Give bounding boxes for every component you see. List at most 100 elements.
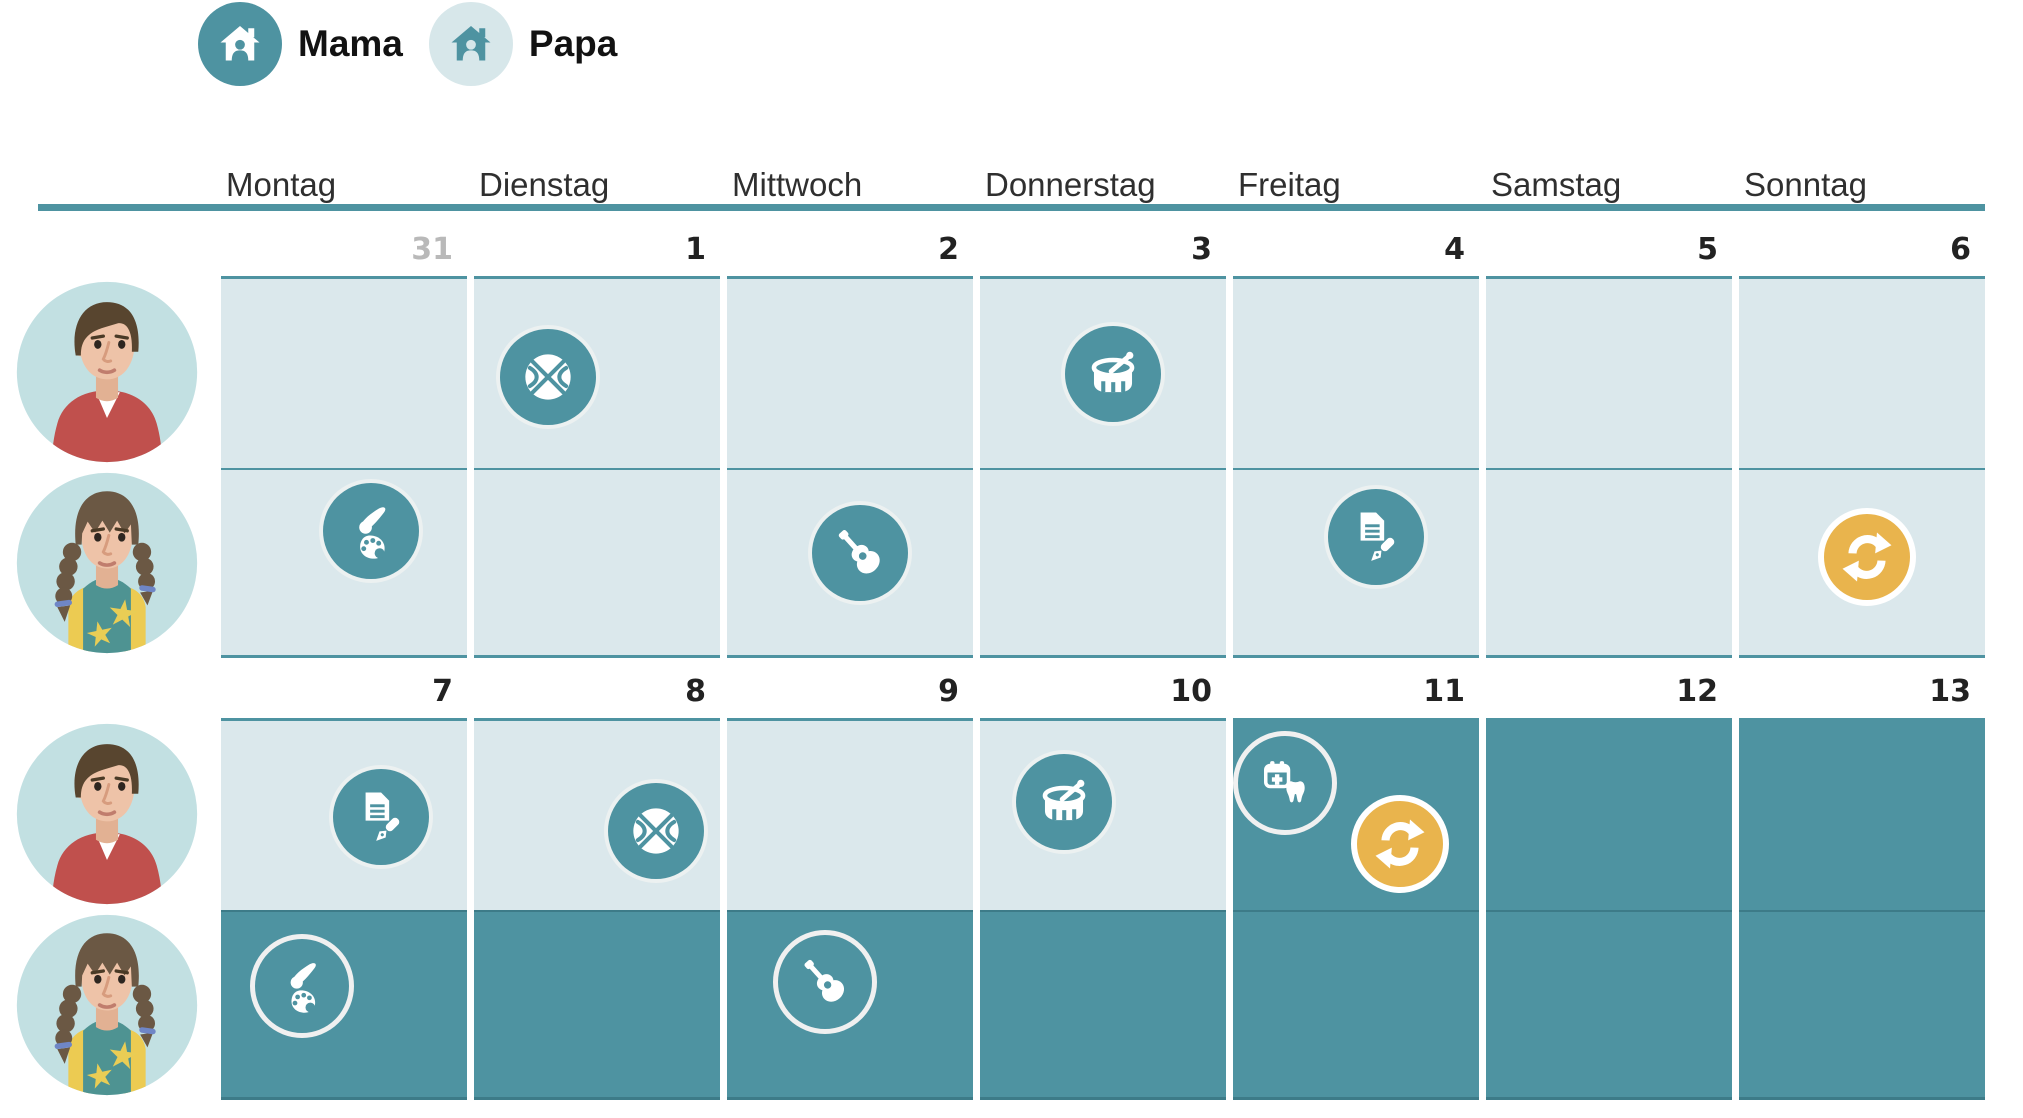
event-sync-icon[interactable] xyxy=(1351,794,1450,893)
calendar-cell-dienstag-boy-week-2[interactable] xyxy=(474,718,720,910)
date-number: 7 xyxy=(432,674,453,709)
document-pen-icon xyxy=(1360,512,1394,561)
header-divider xyxy=(38,204,1985,211)
calendar-cell-dienstag-girl-week-2[interactable] xyxy=(474,910,720,1100)
date-number: 8 xyxy=(685,674,706,709)
calendar-cell-freitag-boy-week-1[interactable] xyxy=(1233,276,1479,468)
event-dentist-icon[interactable] xyxy=(1232,731,1337,836)
legend-item-mama[interactable]: Mama xyxy=(198,2,403,86)
event-basketball-icon[interactable] xyxy=(499,329,596,426)
date-row-week-1: 31 1 2 3 4 5 6 xyxy=(0,211,1985,276)
calendar-cell-sonntag-boy-week-1[interactable] xyxy=(1739,276,1985,468)
day-header-row: Montag Dienstag Mittwoch Donnerstag Frei… xyxy=(0,164,1985,204)
home-person-icon xyxy=(198,2,282,86)
date-number: 9 xyxy=(938,674,959,709)
day-header-sonntag: Sonntag xyxy=(1744,166,1867,203)
calendar-cell-sonntag-boy-week-2[interactable] xyxy=(1739,718,1985,910)
day-header-donnerstag: Donnerstag xyxy=(985,166,1156,203)
member-row-boy-week-2 xyxy=(0,718,1985,910)
date-number: 4 xyxy=(1444,232,1465,267)
event-drum-icon[interactable] xyxy=(1064,325,1161,422)
girl-avatar: ★★ xyxy=(16,914,198,1096)
basketball-icon xyxy=(633,807,679,854)
date-number: 31 xyxy=(411,232,453,267)
paint-icon xyxy=(290,963,317,1013)
avatar-girl: ★ ★ xyxy=(0,468,214,658)
calendar-cell-montag-boy-week-1[interactable] xyxy=(221,276,467,468)
event-paint-icon[interactable] xyxy=(250,934,355,1038)
avatar-girl: ★ ★ xyxy=(0,910,214,1100)
calendar-cell-mittwoch-girl-week-2[interactable] xyxy=(727,910,973,1100)
event-homework-icon[interactable] xyxy=(332,769,429,866)
boy-avatar xyxy=(16,723,198,905)
calendar-cell-montag-boy-week-2[interactable] xyxy=(221,718,467,910)
drum-icon xyxy=(1042,780,1085,821)
calendar-cell-freitag-girl-week-1[interactable] xyxy=(1233,468,1479,658)
member-row-girl-week-2: ★ ★ xyxy=(0,910,1985,1100)
date-row-week-2: 7 8 9 10 11 12 13 xyxy=(0,658,1985,718)
day-header-mittwoch: Mittwoch xyxy=(732,166,863,203)
event-drum-icon[interactable] xyxy=(1015,754,1112,851)
sync-icon xyxy=(1842,532,1892,582)
dentist-appointment-icon xyxy=(1263,761,1305,803)
calendar-cell-mittwoch-boy-week-2[interactable] xyxy=(727,718,973,910)
guitar-icon xyxy=(838,530,880,574)
date-number: 2 xyxy=(938,232,959,267)
calendar-cell-donnerstag-boy-week-1[interactable] xyxy=(980,276,1226,468)
date-number: 12 xyxy=(1676,674,1718,709)
calendar-cell-samstag-girl-week-1[interactable] xyxy=(1486,468,1732,658)
document-pen-icon xyxy=(365,792,400,842)
calendar-cell-montag-girl-week-1[interactable] xyxy=(221,468,467,658)
legend-item-papa[interactable]: Papa xyxy=(428,2,618,86)
guitar-icon xyxy=(804,960,845,1003)
legend: Mama Papa xyxy=(198,2,617,86)
event-guitar-icon[interactable] xyxy=(773,930,878,1035)
paint-icon xyxy=(359,507,386,559)
event-homework-icon[interactable] xyxy=(1327,488,1424,585)
calendar-cell-mittwoch-boy-week-1[interactable] xyxy=(727,276,973,468)
calendar-cell-samstag-girl-week-2[interactable] xyxy=(1486,910,1732,1100)
date-number: 6 xyxy=(1950,232,1971,267)
legend-label-mama: Mama xyxy=(298,23,403,64)
girl-avatar: ★★ xyxy=(16,472,198,654)
calendar-cell-donnerstag-girl-week-2[interactable] xyxy=(980,910,1226,1100)
day-header-freitag: Freitag xyxy=(1238,166,1341,203)
event-sync-icon[interactable] xyxy=(1817,507,1916,606)
calendar-cell-montag-girl-week-2[interactable] xyxy=(221,910,467,1100)
event-basketball-icon[interactable] xyxy=(608,782,705,879)
basketball-icon xyxy=(525,354,571,400)
svg-text:★: ★ xyxy=(104,1032,143,1079)
member-row-boy-week-1 xyxy=(0,276,1985,468)
avatar-boy xyxy=(0,718,214,910)
svg-text:★: ★ xyxy=(104,590,143,637)
drum-icon xyxy=(1091,351,1135,392)
calendar-cell-samstag-boy-week-1[interactable] xyxy=(1486,276,1732,468)
home-person-icon xyxy=(428,2,513,86)
day-header-montag: Montag xyxy=(226,166,337,203)
calendar-cell-samstag-boy-week-2[interactable] xyxy=(1486,718,1732,910)
sync-icon xyxy=(1375,819,1425,869)
day-header-samstag: Samstag xyxy=(1491,166,1622,203)
event-paint-icon[interactable] xyxy=(323,483,420,580)
calendar-cell-sonntag-girl-week-1[interactable] xyxy=(1739,468,1985,658)
calendar-cell-freitag-boy-week-2[interactable] xyxy=(1232,718,1479,910)
avatar-boy xyxy=(0,276,214,468)
calendar-cell-dienstag-boy-week-1[interactable] xyxy=(474,276,720,468)
legend-label-papa: Papa xyxy=(528,23,618,64)
calendar-cell-dienstag-girl-week-1[interactable] xyxy=(474,468,720,658)
boy-avatar xyxy=(16,281,198,463)
date-number: 1 xyxy=(685,232,706,267)
date-number: 3 xyxy=(1191,232,1212,267)
calendar-cell-freitag-girl-week-2[interactable] xyxy=(1233,910,1479,1100)
date-number: 13 xyxy=(1929,674,1971,709)
date-number: 10 xyxy=(1170,674,1212,709)
calendar-cell-sonntag-girl-week-2[interactable] xyxy=(1739,910,1985,1100)
date-number: 11 xyxy=(1423,674,1465,709)
event-guitar-icon[interactable] xyxy=(811,505,908,602)
calendar-body: 31 1 2 3 4 5 6 ★ ★ 7 8 9 10 11 12 13 ★ ★ xyxy=(0,211,1985,1100)
calendar-cell-donnerstag-boy-week-2[interactable] xyxy=(980,718,1226,910)
day-header-dienstag: Dienstag xyxy=(479,166,610,203)
calendar-cell-donnerstag-girl-week-1[interactable] xyxy=(980,468,1226,658)
calendar-cell-mittwoch-girl-week-1[interactable] xyxy=(727,468,973,658)
